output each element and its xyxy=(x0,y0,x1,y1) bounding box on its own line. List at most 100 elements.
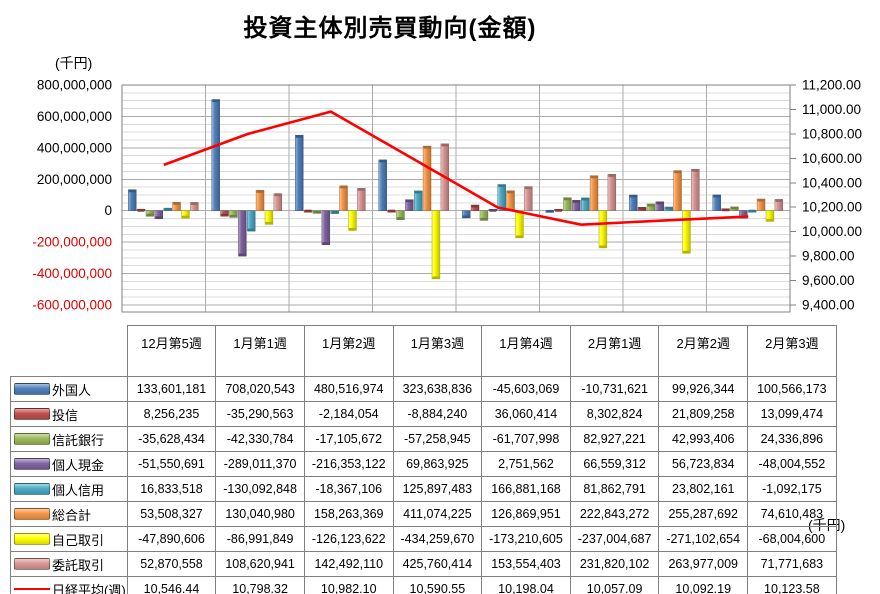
svg-text:-600,000,000: -600,000,000 xyxy=(32,298,112,313)
value-cell: -216,353,122 xyxy=(303,451,394,477)
value-cell: 10,546.44 xyxy=(126,576,217,594)
svg-text:800,000,000: 800,000,000 xyxy=(37,78,112,93)
bar-cap xyxy=(397,217,404,220)
bar-cap xyxy=(256,190,264,193)
value-cell: -45,603,069 xyxy=(481,376,571,402)
chart-title: 投資主体別売買動向(金額) xyxy=(243,15,537,42)
bar-cap xyxy=(516,235,523,238)
bar-cap xyxy=(507,190,514,194)
svg-text:10,200.00: 10,200.00 xyxy=(802,200,862,215)
table-row: 日経平均(週) 10,546.44 10,798.32 10,982.10 10,590… xyxy=(10,576,837,594)
legend-label: 信託銀行 xyxy=(52,432,105,448)
value-cell: 10,198.04 xyxy=(481,576,571,594)
bar xyxy=(211,99,220,212)
legend-label: 自己取引 xyxy=(52,532,105,548)
category-header-cell: 2月第1週 xyxy=(569,325,660,377)
value-cell: 263,977,009 xyxy=(658,551,749,577)
legend-swatch-icon xyxy=(14,433,50,445)
bar-cap xyxy=(340,185,347,189)
bar-cap xyxy=(322,242,330,245)
bar-cap xyxy=(247,228,255,232)
bar-cap xyxy=(265,221,273,225)
table-row: 外国人 133,601,181 708,020,543 480,516,974 323,… xyxy=(10,376,837,402)
value-cell: 480,516,974 xyxy=(303,376,394,402)
value-cell: 425,760,414 xyxy=(392,551,483,577)
table-row: 個人現金 -51,550,691 -289,011,370 -216,353,122 6… xyxy=(10,451,837,477)
bar-cap xyxy=(173,202,180,205)
value-cell: -42,330,784 xyxy=(215,426,305,452)
legend-line-icon xyxy=(14,588,50,590)
svg-text:11,000.00: 11,000.00 xyxy=(802,102,861,117)
legend-cell: 外国人 xyxy=(10,376,128,402)
bar xyxy=(378,159,387,212)
value-cell: 10,057.09 xyxy=(569,576,660,594)
value-cell: -173,210,605 xyxy=(481,526,571,552)
bar-cap xyxy=(295,135,303,138)
value-cell: -237,004,687 xyxy=(569,526,660,552)
value-cell: 10,590.55 xyxy=(392,576,483,594)
value-cell: 42,993,406 xyxy=(658,426,749,452)
bar-cap xyxy=(629,195,637,198)
svg-text:9,600.00: 9,600.00 xyxy=(802,273,855,288)
category-header-cell: 1月第4週 xyxy=(481,325,571,377)
value-cell: -10,731,621 xyxy=(569,376,660,402)
bar xyxy=(255,190,265,211)
value-cell: 36,060,414 xyxy=(481,401,571,427)
bar-cap xyxy=(357,188,365,191)
bar-cap xyxy=(757,199,765,202)
value-cell: 21,809,258 xyxy=(658,401,749,427)
value-cell: -434,259,670 xyxy=(392,526,483,552)
value-cell: 142,492,110 xyxy=(303,551,394,577)
value-cell: -8,884,240 xyxy=(392,401,483,427)
value-cell: -68,004,600 xyxy=(747,526,837,552)
bar-cap xyxy=(331,211,339,214)
bar xyxy=(339,185,348,211)
bar-cap xyxy=(665,207,673,210)
combo-chart: -600,000,000 -400,000,000 -200,000,000 0 200… xyxy=(32,78,862,313)
legend-label: 委託取引 xyxy=(52,557,105,573)
value-cell: 323,638,836 xyxy=(392,376,483,402)
category-header-cell: 12月第5週 xyxy=(126,325,217,377)
value-cell: 125,897,483 xyxy=(392,476,483,502)
value-cell: 2,751,562 xyxy=(481,451,571,477)
bar-cap xyxy=(656,201,664,205)
svg-text:200,000,000: 200,000,000 xyxy=(37,172,112,187)
bar xyxy=(273,193,283,211)
legend-cell: 総合計 xyxy=(10,501,128,527)
bar-cap xyxy=(748,209,756,213)
table-row: 個人信用 16,833,518 -130,092,848 -18,367,106 125… xyxy=(10,476,837,502)
value-cell: 108,620,941 xyxy=(215,551,305,577)
bar-series xyxy=(128,99,784,280)
bar-cap xyxy=(546,209,554,213)
legend-swatch-icon xyxy=(14,483,50,495)
svg-text:10,600.00: 10,600.00 xyxy=(802,151,862,166)
svg-text:400,000,000: 400,000,000 xyxy=(37,140,112,155)
value-cell: -1,092,175 xyxy=(747,476,837,502)
value-cell: -289,011,370 xyxy=(215,451,305,477)
value-cell: 8,256,235 xyxy=(126,401,217,427)
table-row: 投信 8,256,235 -35,290,563 -2,184,054 -8,884,2… xyxy=(10,401,837,427)
bar-cap xyxy=(524,186,532,190)
legend-label: 個人信用 xyxy=(52,482,105,498)
value-cell: -48,004,552 xyxy=(747,451,837,477)
value-cell: 81,862,791 xyxy=(569,476,660,502)
bar-cap xyxy=(182,215,189,219)
bar-cap xyxy=(379,159,387,163)
legend-label: 投信 xyxy=(52,407,79,423)
bar-cap xyxy=(572,200,580,203)
legend-cell: 個人現金 xyxy=(10,451,128,477)
value-cell: -51,550,691 xyxy=(126,451,217,477)
value-cell: 16,833,518 xyxy=(126,476,217,502)
value-cell: 100,566,173 xyxy=(747,376,837,402)
value-cell: -2,184,054 xyxy=(303,401,394,427)
bar xyxy=(607,174,617,211)
value-cell: -57,258,945 xyxy=(392,426,483,452)
bar xyxy=(128,189,137,211)
legend-swatch-icon xyxy=(14,458,50,470)
value-cell: -126,123,622 xyxy=(303,526,394,552)
bar-cap xyxy=(766,218,774,222)
value-cell: 10,123.58 xyxy=(747,576,837,594)
bar xyxy=(247,210,256,232)
bar-cap xyxy=(775,199,783,202)
